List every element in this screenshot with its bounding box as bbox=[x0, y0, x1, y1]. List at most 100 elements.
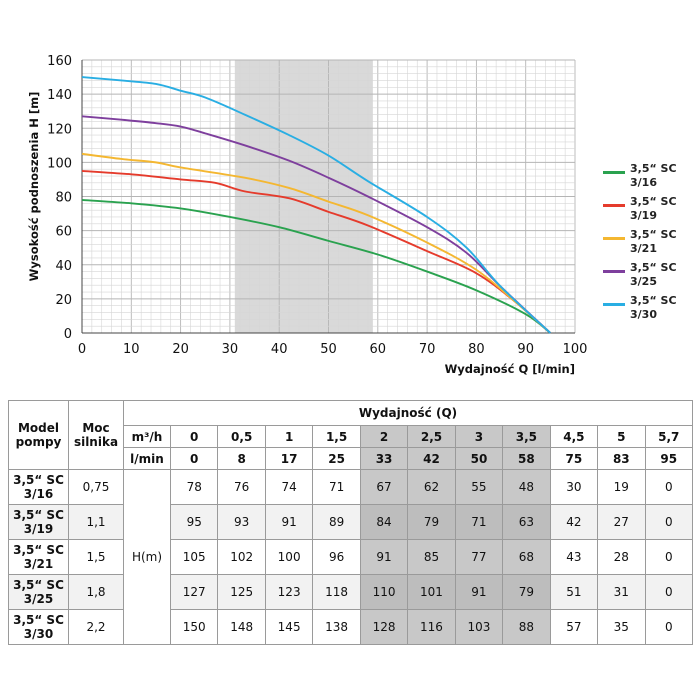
power-header: Moc silnika bbox=[68, 400, 124, 470]
series-line-1 bbox=[81, 198, 551, 334]
head-value-cell: 79 bbox=[407, 504, 456, 540]
head-value-cell: 128 bbox=[359, 609, 409, 645]
flow-header: Wydajność (Q) bbox=[123, 400, 693, 426]
x-tick-label: 100 bbox=[563, 342, 588, 357]
head-value-cell: 35 bbox=[597, 609, 646, 645]
head-value-cell: 19 bbox=[597, 469, 646, 505]
head-value-cell: 89 bbox=[312, 504, 361, 540]
head-value-cell: 96 bbox=[312, 539, 361, 575]
x-tick-label: 90 bbox=[517, 342, 534, 357]
power-cell: 1,5 bbox=[68, 539, 124, 575]
head-value-cell: 0 bbox=[644, 574, 694, 610]
unit-lmin: l/min bbox=[123, 447, 171, 470]
model-name-cell: 3,5“ SC 3/21 bbox=[8, 539, 69, 575]
head-value-cell: 71 bbox=[454, 504, 504, 540]
flow-lmin-cell: 17 bbox=[264, 447, 314, 470]
y-tick-label: 80 bbox=[55, 191, 72, 206]
head-value-cell: 110 bbox=[359, 574, 409, 610]
head-value-cell: 57 bbox=[549, 609, 599, 645]
x-tick-label: 50 bbox=[320, 342, 337, 357]
y-tick-label: 100 bbox=[47, 156, 72, 171]
flow-m3h-cell: 1 bbox=[264, 425, 314, 448]
model-name-cell: 3,5“ SC 3/19 bbox=[8, 504, 69, 540]
table-row: 3,5“ SC 3/16 0,75 H(m) 78 76 74 71 67 62 55 48 30 19… bbox=[8, 469, 694, 645]
flow-m3h-cell: 2 bbox=[359, 425, 409, 448]
chart-legend: 3,5“ SC 3/16 3,5“ SC 3/19 3,5“ SC 3/21 3… bbox=[603, 162, 698, 327]
head-value-cell: 91 bbox=[454, 574, 504, 610]
table-row: 3,5“ SC 3/30 2,2 150 148 145 138 128 116 103 88 57… bbox=[8, 609, 694, 645]
head-value-cell: 62 bbox=[407, 469, 456, 505]
head-value-cell: 71 bbox=[312, 469, 361, 505]
legend-swatch bbox=[603, 270, 625, 273]
series-line-5 bbox=[81, 76, 551, 334]
head-value-cell: 0 bbox=[644, 504, 694, 540]
x-tick-label: 40 bbox=[271, 342, 288, 357]
head-value-cell: 150 bbox=[169, 609, 219, 645]
flow-m3h-cell: 3,5 bbox=[502, 425, 551, 448]
head-value-cell: 127 bbox=[169, 574, 219, 610]
flow-lmin-cell: 8 bbox=[217, 447, 266, 470]
series-line-2 bbox=[81, 169, 551, 334]
x-tick-label: 70 bbox=[419, 342, 436, 357]
legend-label: 3,5“ SC 3/25 bbox=[630, 261, 677, 288]
y-axis-title: Wysokość podnoszenia H [m] bbox=[27, 92, 41, 282]
head-value-cell: 77 bbox=[454, 539, 504, 575]
head-value-cell: 84 bbox=[359, 504, 409, 540]
table-row: 3,5“ SC 3/19 1,1 95 93 91 89 84 79 71 63 42 27 0 bbox=[8, 504, 694, 540]
power-cell: 2,2 bbox=[68, 609, 124, 645]
table-row: 3,5“ SC 3/25 1,8 127 125 123 118 110 101 91 79 51 3… bbox=[8, 574, 694, 610]
head-value-cell: 0 bbox=[644, 609, 694, 645]
head-value-cell: 116 bbox=[407, 609, 456, 645]
flow-m3h-cell: 3 bbox=[454, 425, 504, 448]
head-value-cell: 27 bbox=[597, 504, 646, 540]
head-value-cell: 91 bbox=[264, 504, 314, 540]
head-value-cell: 101 bbox=[407, 574, 456, 610]
flow-m3h-cell: 0,5 bbox=[217, 425, 266, 448]
legend-item-3-19: 3,5“ SC 3/19 bbox=[603, 195, 698, 228]
head-value-cell: 118 bbox=[312, 574, 361, 610]
flow-m3h-cell: 2,5 bbox=[407, 425, 456, 448]
legend-item-3-25: 3,5“ SC 3/25 bbox=[603, 261, 698, 294]
head-value-cell: 88 bbox=[502, 609, 551, 645]
legend-swatch bbox=[603, 204, 625, 207]
y-tick-label: 20 bbox=[55, 293, 72, 308]
power-cell: 1,1 bbox=[68, 504, 124, 540]
flow-m3h-cell: 5 bbox=[597, 425, 646, 448]
flow-lmin-cell: 42 bbox=[407, 447, 456, 470]
power-cell: 0,75 bbox=[68, 469, 124, 505]
head-value-cell: 74 bbox=[264, 469, 314, 505]
head-value-cell: 145 bbox=[264, 609, 314, 645]
legend-item-3-30: 3,5“ SC 3/30 bbox=[603, 294, 698, 327]
legend-swatch bbox=[603, 237, 625, 240]
head-value-cell: 85 bbox=[407, 539, 456, 575]
head-value-cell: 100 bbox=[264, 539, 314, 575]
flow-m3h-cell: 5,7 bbox=[644, 425, 694, 448]
y-tick-label: 60 bbox=[55, 225, 72, 240]
model-name-cell: 3,5“ SC 3/30 bbox=[8, 609, 69, 645]
head-value-cell: 79 bbox=[502, 574, 551, 610]
head-value-cell: 30 bbox=[549, 469, 599, 505]
x-tick-label: 0 bbox=[78, 342, 86, 357]
model-name-cell: 3,5“ SC 3/16 bbox=[8, 469, 69, 505]
head-value-cell: 91 bbox=[359, 539, 409, 575]
head-value-cell: 78 bbox=[169, 469, 219, 505]
legend-label: 3,5“ SC 3/16 bbox=[630, 162, 677, 189]
table-row: 3,5“ SC 3/21 1,5 105 102 100 96 91 85 77 68 43 28 0 bbox=[8, 539, 694, 575]
flow-m3h-cell: 0 bbox=[169, 425, 219, 448]
x-axis-title: Wydajność Q [l/min] bbox=[445, 362, 575, 376]
legend-label: 3,5“ SC 3/30 bbox=[630, 294, 677, 321]
head-value-cell: 28 bbox=[597, 539, 646, 575]
head-value-cell: 42 bbox=[549, 504, 599, 540]
legend-swatch bbox=[603, 171, 625, 174]
head-value-cell: 43 bbox=[549, 539, 599, 575]
flow-m3h-cell: 1,5 bbox=[312, 425, 361, 448]
head-value-cell: 103 bbox=[454, 609, 504, 645]
power-cell: 1,8 bbox=[68, 574, 124, 610]
flow-lmin-cell: 50 bbox=[454, 447, 504, 470]
pump-curve-chart: 0 10 20 30 40 50 60 70 80 90 100 0 20 40 60 80 100 120 140… bbox=[27, 54, 588, 376]
x-tick-label: 60 bbox=[370, 342, 387, 357]
y-tick-label: 140 bbox=[47, 88, 72, 103]
head-value-cell: 148 bbox=[217, 609, 266, 645]
head-value-cell: 63 bbox=[502, 504, 551, 540]
series-line-4 bbox=[81, 115, 551, 334]
